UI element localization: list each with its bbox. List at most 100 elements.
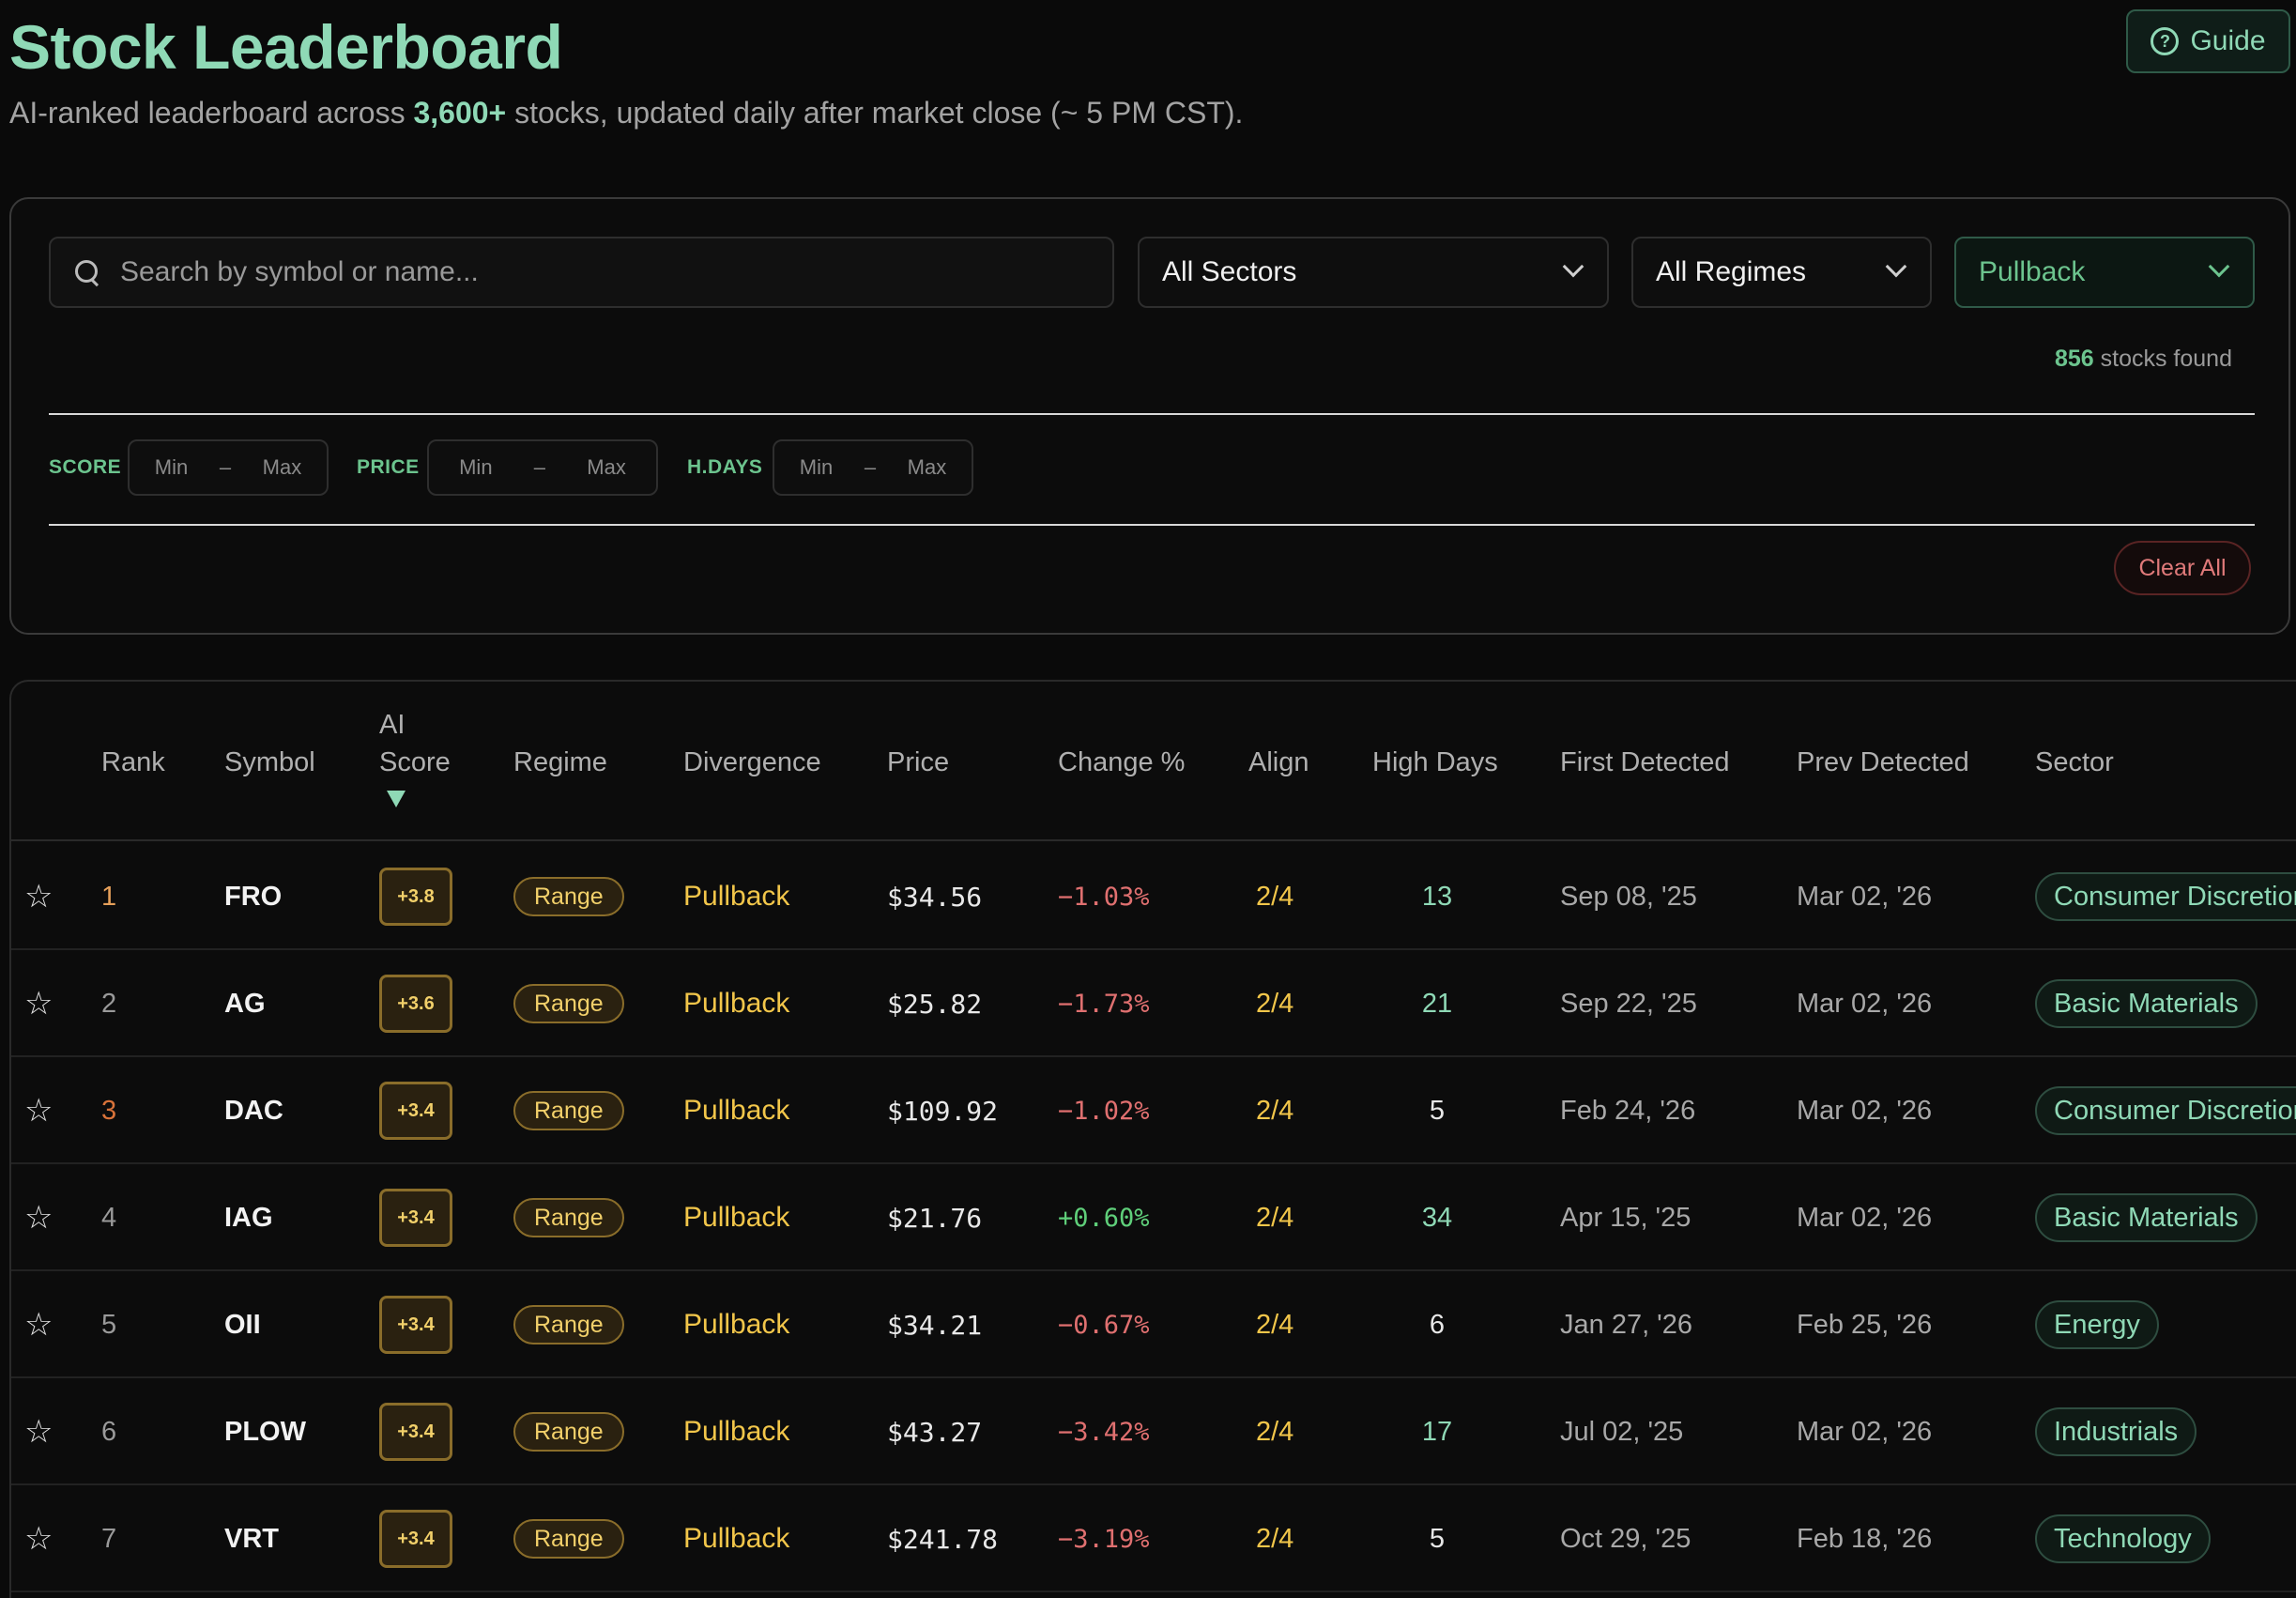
favorite-star-icon[interactable]: ☆ bbox=[24, 1521, 54, 1557]
col-rank[interactable]: Rank bbox=[101, 747, 165, 777]
price-cell: $21.76 bbox=[887, 1202, 983, 1234]
search-input[interactable] bbox=[120, 256, 1059, 288]
change-cell: −0.67% bbox=[1058, 1310, 1150, 1340]
ai-score-badge: +3.4 bbox=[379, 1189, 452, 1247]
guide-button[interactable]: ? Guide bbox=[2126, 9, 2290, 73]
table-row[interactable]: ☆ 3 DAC +3.4 Range Pullback $109.92 −1.02% 2/4 5 F… bbox=[11, 1057, 2296, 1164]
align-cell: 2/4 bbox=[1256, 1416, 1294, 1447]
prev-detected-cell: Mar 02, '26 bbox=[1797, 881, 1933, 912]
table-row[interactable]: ☆ 7 VRT +3.4 Range Pullback $241.78 −3.19% 2/4 5 O… bbox=[11, 1485, 2296, 1592]
price-cell: $109.92 bbox=[887, 1095, 999, 1127]
change-cell: −3.19% bbox=[1058, 1524, 1150, 1554]
page-title: Stock Leaderboard bbox=[9, 12, 563, 82]
sector-badge[interactable]: Technology bbox=[2035, 1514, 2211, 1563]
first-detected-cell: Jan 27, '26 bbox=[1560, 1309, 1692, 1340]
price-cell: $34.56 bbox=[887, 881, 983, 913]
favorite-star-icon[interactable]: ☆ bbox=[24, 1414, 54, 1450]
rank-cell: 4 bbox=[101, 1202, 117, 1233]
table-row[interactable]: ☆ 2 AG +3.6 Range Pullback $25.82 −1.73% 2/4 21 Se… bbox=[11, 950, 2296, 1057]
price-min-input[interactable]: Min bbox=[459, 455, 493, 479]
high-days-cell: 21 bbox=[1421, 988, 1453, 1019]
results-count: 856 stocks found bbox=[2054, 346, 2232, 372]
sector-badge[interactable]: Consumer Discretionary bbox=[2035, 872, 2296, 921]
divergence-cell: Pullback bbox=[683, 1416, 790, 1447]
price-cell: $43.27 bbox=[887, 1416, 983, 1448]
first-detected-cell: Sep 08, '25 bbox=[1560, 881, 1697, 912]
col-regime[interactable]: Regime bbox=[513, 747, 607, 777]
prev-detected-cell: Feb 18, '26 bbox=[1797, 1523, 1933, 1554]
symbol-cell[interactable]: PLOW bbox=[224, 1416, 306, 1447]
col-ai-score-line1[interactable]: AI bbox=[379, 710, 406, 740]
regime-badge: Range bbox=[513, 1305, 624, 1344]
sector-badge[interactable]: Basic Materials bbox=[2035, 1193, 2258, 1242]
favorite-star-icon[interactable]: ☆ bbox=[24, 1093, 54, 1129]
leaderboard-table: Rank Symbol AI Score Regime Divergence P… bbox=[9, 680, 2296, 1598]
align-cell: 2/4 bbox=[1256, 1523, 1294, 1554]
align-cell: 2/4 bbox=[1256, 881, 1294, 912]
sector-badge[interactable]: Energy bbox=[2035, 1300, 2159, 1349]
table-row[interactable]: ☆ 1 FRO +3.8 Range Pullback $34.56 −1.03% 2/4 13 S… bbox=[11, 843, 2296, 950]
score-range-input[interactable]: Min – Max bbox=[128, 439, 329, 496]
sector-badge[interactable]: Consumer Discretionary bbox=[2035, 1086, 2296, 1135]
regime-select[interactable]: All Regimes bbox=[1631, 237, 1932, 308]
col-ai-score-line2[interactable]: Score bbox=[379, 747, 451, 777]
score-min-input[interactable]: Min bbox=[154, 455, 189, 479]
first-detected-cell: Feb 24, '26 bbox=[1560, 1095, 1696, 1126]
align-cell: 2/4 bbox=[1256, 988, 1294, 1019]
symbol-cell[interactable]: VRT bbox=[224, 1523, 279, 1554]
sort-desc-icon[interactable] bbox=[387, 791, 406, 807]
price-max-input[interactable]: Max bbox=[587, 455, 626, 479]
hdays-range-input[interactable]: Min – Max bbox=[773, 439, 973, 496]
col-align[interactable]: Align bbox=[1248, 747, 1309, 777]
page-subtitle: AI-ranked leaderboard across 3,600+ stoc… bbox=[9, 96, 1244, 130]
col-change[interactable]: Change % bbox=[1058, 747, 1186, 777]
rank-cell: 5 bbox=[101, 1309, 117, 1340]
rank-cell: 6 bbox=[101, 1416, 117, 1447]
hdays-min-input[interactable]: Min bbox=[799, 455, 834, 479]
divergence-select-value: Pullback bbox=[1979, 256, 2086, 287]
ai-score-badge: +3.4 bbox=[379, 1296, 452, 1354]
symbol-cell[interactable]: AG bbox=[224, 988, 266, 1019]
table-row[interactable]: ☆ 6 PLOW +3.4 Range Pullback $43.27 −3.42% 2/4 17… bbox=[11, 1378, 2296, 1485]
score-max-input[interactable]: Max bbox=[262, 455, 302, 479]
favorite-star-icon[interactable]: ☆ bbox=[24, 1307, 54, 1343]
symbol-cell[interactable]: FRO bbox=[224, 881, 283, 912]
score-range-label: SCORE bbox=[49, 456, 122, 478]
change-cell: −1.02% bbox=[1058, 1096, 1150, 1126]
col-first-detected[interactable]: First Detected bbox=[1560, 747, 1730, 777]
sector-badge[interactable]: Industrials bbox=[2035, 1407, 2197, 1456]
search-box[interactable] bbox=[49, 237, 1114, 308]
high-days-cell: 5 bbox=[1429, 1523, 1446, 1554]
sector-select[interactable]: All Sectors bbox=[1138, 237, 1609, 308]
symbol-cell[interactable]: OII bbox=[224, 1309, 261, 1340]
symbol-cell[interactable]: DAC bbox=[224, 1095, 283, 1126]
high-days-cell: 34 bbox=[1421, 1202, 1453, 1233]
prev-detected-cell: Mar 02, '26 bbox=[1797, 1416, 1933, 1447]
prev-detected-cell: Mar 02, '26 bbox=[1797, 1202, 1933, 1233]
divergence-cell: Pullback bbox=[683, 1523, 790, 1554]
align-cell: 2/4 bbox=[1256, 1202, 1294, 1233]
regime-select-value: All Regimes bbox=[1656, 256, 1807, 287]
table-row[interactable]: ☆ 4 IAG +3.4 Range Pullback $21.76 +0.60% 2/4 34 A… bbox=[11, 1164, 2296, 1271]
divergence-select[interactable]: Pullback bbox=[1954, 237, 2255, 308]
col-symbol[interactable]: Symbol bbox=[224, 747, 315, 777]
price-range-input[interactable]: Min – Max bbox=[427, 439, 658, 496]
col-sector[interactable]: Sector bbox=[2035, 747, 2114, 777]
favorite-star-icon[interactable]: ☆ bbox=[24, 986, 54, 1022]
favorite-star-icon[interactable]: ☆ bbox=[24, 1200, 54, 1236]
price-cell: $241.78 bbox=[887, 1523, 999, 1555]
sector-badge[interactable]: Basic Materials bbox=[2035, 979, 2258, 1028]
clear-all-button[interactable]: Clear All bbox=[2114, 541, 2251, 595]
col-high-days[interactable]: High Days bbox=[1372, 747, 1498, 777]
hdays-max-input[interactable]: Max bbox=[907, 455, 947, 479]
prev-detected-cell: Mar 02, '26 bbox=[1797, 988, 1933, 1019]
favorite-star-icon[interactable]: ☆ bbox=[24, 879, 54, 914]
regime-badge: Range bbox=[513, 1412, 624, 1452]
chevron-down-icon bbox=[2208, 255, 2230, 278]
col-prev-detected[interactable]: Prev Detected bbox=[1797, 747, 1969, 777]
col-divergence[interactable]: Divergence bbox=[683, 747, 821, 777]
table-row[interactable]: ☆ 5 OII +3.4 Range Pullback $34.21 −0.67% 2/4 6 Ja… bbox=[11, 1271, 2296, 1378]
col-price[interactable]: Price bbox=[887, 747, 950, 777]
symbol-cell[interactable]: IAG bbox=[224, 1202, 273, 1233]
align-cell: 2/4 bbox=[1256, 1309, 1294, 1340]
